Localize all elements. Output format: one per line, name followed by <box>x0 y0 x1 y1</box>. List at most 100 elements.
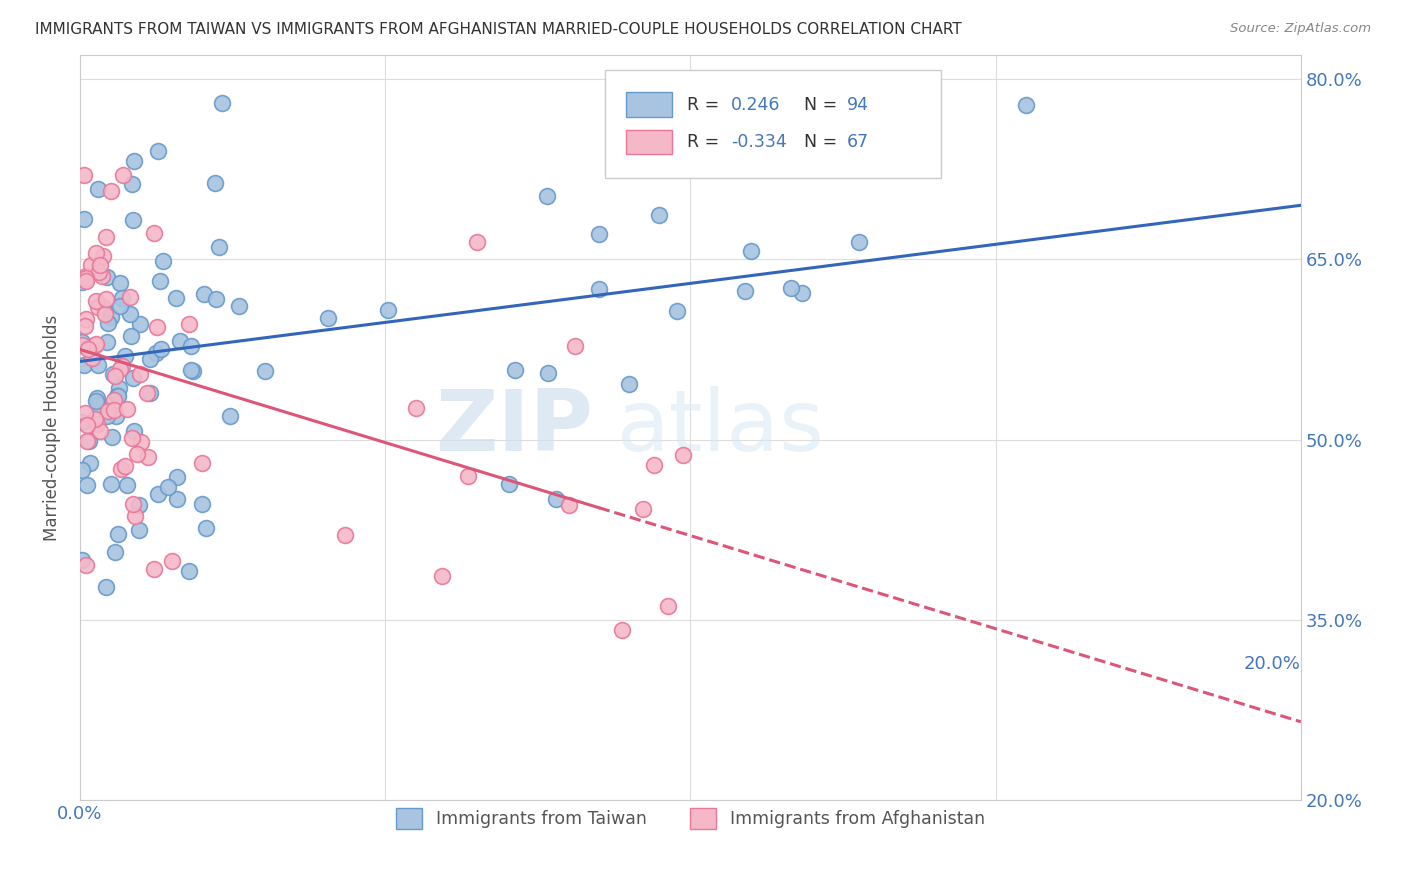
Point <box>149 274 172 288</box>
Point <box>70 275 93 289</box>
Point <box>91 249 114 263</box>
Point <box>115 477 138 491</box>
Point <box>165 291 187 305</box>
Text: 20.0%: 20.0% <box>1244 655 1301 673</box>
Point <box>180 362 202 376</box>
Point <box>205 292 228 306</box>
Point <box>128 498 150 512</box>
Point <box>91 300 114 314</box>
Point <box>84 246 107 260</box>
Point <box>89 265 111 279</box>
Point <box>94 580 117 594</box>
Point <box>112 168 135 182</box>
Point <box>73 168 96 182</box>
Point <box>75 406 97 420</box>
Point <box>70 335 93 350</box>
Point <box>146 144 169 158</box>
FancyBboxPatch shape <box>605 70 941 178</box>
Point <box>211 96 233 111</box>
Point <box>177 564 200 578</box>
Point <box>84 336 107 351</box>
Point <box>254 364 277 378</box>
Point <box>89 258 111 272</box>
Point <box>86 417 108 432</box>
Point <box>73 358 96 372</box>
FancyBboxPatch shape <box>626 129 672 154</box>
Point <box>671 448 693 462</box>
Point <box>86 391 108 405</box>
Legend: Immigrants from Taiwan, Immigrants from Afghanistan: Immigrants from Taiwan, Immigrants from … <box>389 801 993 836</box>
Point <box>89 424 111 438</box>
Point <box>619 377 641 392</box>
Point <box>503 363 526 377</box>
Point <box>190 456 212 470</box>
Point <box>665 304 688 318</box>
Point <box>537 367 560 381</box>
Point <box>166 491 188 506</box>
Text: Source: ZipAtlas.com: Source: ZipAtlas.com <box>1230 22 1371 36</box>
Point <box>780 154 803 169</box>
Point <box>103 403 125 417</box>
Point <box>70 415 93 429</box>
Point <box>792 286 814 301</box>
Point <box>121 212 143 227</box>
Point <box>104 544 127 558</box>
Point <box>228 299 250 313</box>
Point <box>143 562 166 576</box>
Point <box>150 342 173 356</box>
Point <box>79 456 101 470</box>
Point <box>96 335 118 350</box>
Text: R =: R = <box>686 133 724 152</box>
Point <box>128 523 150 537</box>
Point <box>114 459 136 474</box>
Point <box>103 392 125 407</box>
Point <box>75 271 97 285</box>
Point <box>848 235 870 249</box>
Point <box>87 398 110 412</box>
Point <box>76 417 98 432</box>
Point <box>87 181 110 195</box>
Text: 0.246: 0.246 <box>731 96 780 114</box>
Point <box>122 425 145 439</box>
Point <box>457 469 479 483</box>
Point <box>146 486 169 500</box>
Point <box>79 434 101 448</box>
Point <box>101 367 124 381</box>
Point <box>169 334 191 348</box>
Point <box>166 470 188 484</box>
Point <box>87 300 110 314</box>
Point <box>100 477 122 491</box>
Point <box>128 368 150 382</box>
Point <box>96 269 118 284</box>
Point <box>588 281 610 295</box>
Point <box>108 276 131 290</box>
Point <box>100 184 122 198</box>
Text: atlas: atlas <box>617 386 825 469</box>
Point <box>100 310 122 324</box>
Point <box>120 307 142 321</box>
Point <box>606 121 628 136</box>
Point <box>107 381 129 395</box>
Point <box>190 497 212 511</box>
Point <box>588 227 610 242</box>
Point <box>72 463 94 477</box>
Point <box>631 501 654 516</box>
Point <box>204 176 226 190</box>
Point <box>498 477 520 491</box>
Point <box>86 293 108 308</box>
Point <box>657 599 679 614</box>
Point <box>377 302 399 317</box>
Point <box>73 212 96 227</box>
Point <box>97 404 120 418</box>
Point <box>647 208 669 222</box>
Point <box>80 258 103 272</box>
Point <box>120 290 142 304</box>
Point <box>107 389 129 403</box>
Point <box>780 281 803 295</box>
Point <box>104 369 127 384</box>
Point <box>87 358 110 372</box>
Point <box>124 509 146 524</box>
Point <box>121 498 143 512</box>
Point <box>208 239 231 253</box>
Point <box>181 364 204 378</box>
